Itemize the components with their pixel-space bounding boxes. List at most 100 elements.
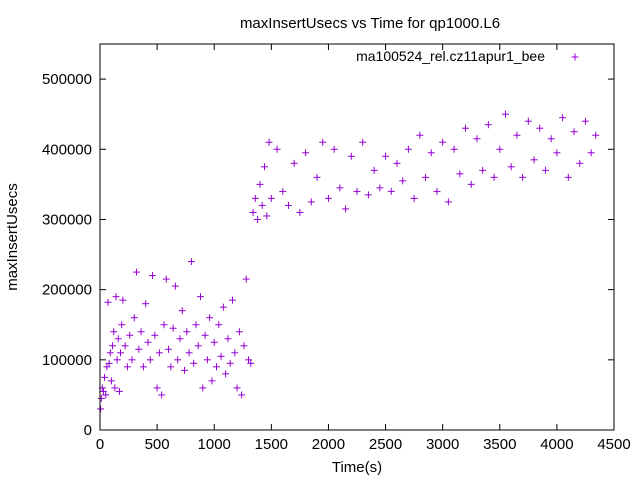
y-tick-label: 200000	[42, 282, 92, 299]
data-point	[181, 366, 189, 374]
data-point	[235, 328, 243, 336]
data-point	[513, 131, 521, 139]
data-point	[203, 356, 211, 364]
data-point	[135, 345, 143, 353]
y-tick-label: 500000	[42, 71, 92, 88]
data-point	[178, 307, 186, 315]
data-point	[462, 124, 470, 132]
data-point	[244, 356, 252, 364]
data-point	[185, 349, 193, 357]
data-point	[144, 338, 152, 346]
x-tick-label: 1500	[255, 436, 288, 453]
data-point	[370, 166, 378, 174]
data-point	[399, 177, 407, 185]
data-point	[97, 405, 105, 413]
points-layer	[97, 110, 600, 413]
data-point	[162, 275, 170, 283]
data-point	[103, 363, 111, 371]
data-point	[290, 159, 298, 167]
data-point	[422, 173, 430, 181]
data-point	[153, 384, 161, 392]
data-point	[119, 296, 127, 304]
data-point	[307, 198, 315, 206]
data-point	[410, 194, 418, 202]
data-point	[439, 138, 447, 146]
legend-label: ma100524_rel.cz11apur1_bee	[356, 48, 545, 64]
data-point	[215, 321, 223, 329]
data-point	[114, 335, 122, 343]
data-point	[427, 149, 435, 157]
data-point	[126, 331, 134, 339]
data-point	[404, 145, 412, 153]
plot-frame	[99, 43, 615, 431]
data-point	[256, 180, 264, 188]
data-point	[376, 184, 384, 192]
data-point	[416, 131, 424, 139]
data-point	[222, 370, 230, 378]
data-point	[559, 114, 567, 122]
data-point	[226, 359, 234, 367]
data-point	[484, 121, 492, 129]
data-point	[501, 110, 509, 118]
data-point	[524, 117, 532, 125]
x-tick-label: 3500	[483, 436, 516, 453]
y-tick-label: 100000	[42, 352, 92, 369]
data-point	[206, 314, 214, 322]
data-point	[105, 359, 113, 367]
data-point	[187, 258, 195, 266]
x-tick-label: 0	[96, 436, 104, 453]
data-point	[130, 314, 138, 322]
data-point	[106, 349, 114, 357]
data-point	[176, 335, 184, 343]
data-point	[581, 117, 589, 125]
data-point	[359, 138, 367, 146]
data-point	[284, 201, 292, 209]
y-tick-label: 300000	[42, 211, 92, 228]
data-point	[382, 152, 390, 160]
data-point	[99, 387, 107, 395]
data-point	[183, 328, 191, 336]
y-tick-label: 400000	[42, 141, 92, 158]
legend-marker	[571, 53, 579, 61]
data-point	[169, 324, 177, 332]
data-point	[97, 394, 105, 402]
data-point	[296, 208, 304, 216]
data-point	[165, 345, 173, 353]
data-point	[313, 173, 321, 181]
data-point	[393, 159, 401, 167]
data-point	[242, 275, 250, 283]
data-point	[142, 300, 150, 308]
data-point	[249, 208, 257, 216]
legend: ma100524_rel.cz11apur1_bee	[356, 48, 579, 64]
data-point	[117, 349, 125, 357]
data-point	[456, 170, 464, 178]
data-point	[547, 135, 555, 143]
data-point	[121, 342, 129, 350]
y-tick-label: 0	[84, 422, 92, 439]
data-point	[194, 342, 202, 350]
data-point	[217, 352, 225, 360]
data-point	[146, 356, 154, 364]
data-point	[151, 331, 159, 339]
data-point	[450, 145, 458, 153]
data-point	[238, 391, 246, 399]
x-tick-label: 1000	[198, 436, 231, 453]
data-point	[536, 124, 544, 132]
data-point	[353, 187, 361, 195]
data-point	[167, 363, 175, 371]
x-tick-label: 3000	[426, 436, 459, 453]
data-point	[267, 194, 275, 202]
data-point	[201, 331, 209, 339]
x-tick-label: 2000	[312, 436, 345, 453]
data-point	[107, 377, 115, 385]
data-point	[110, 328, 118, 336]
x-tick-label: 4000	[540, 436, 573, 453]
data-point	[564, 173, 572, 181]
data-point	[109, 342, 117, 350]
data-point	[115, 387, 123, 395]
data-point	[113, 356, 121, 364]
data-point	[233, 384, 241, 392]
data-point	[347, 152, 355, 160]
data-point	[240, 342, 248, 350]
data-point	[102, 391, 110, 399]
